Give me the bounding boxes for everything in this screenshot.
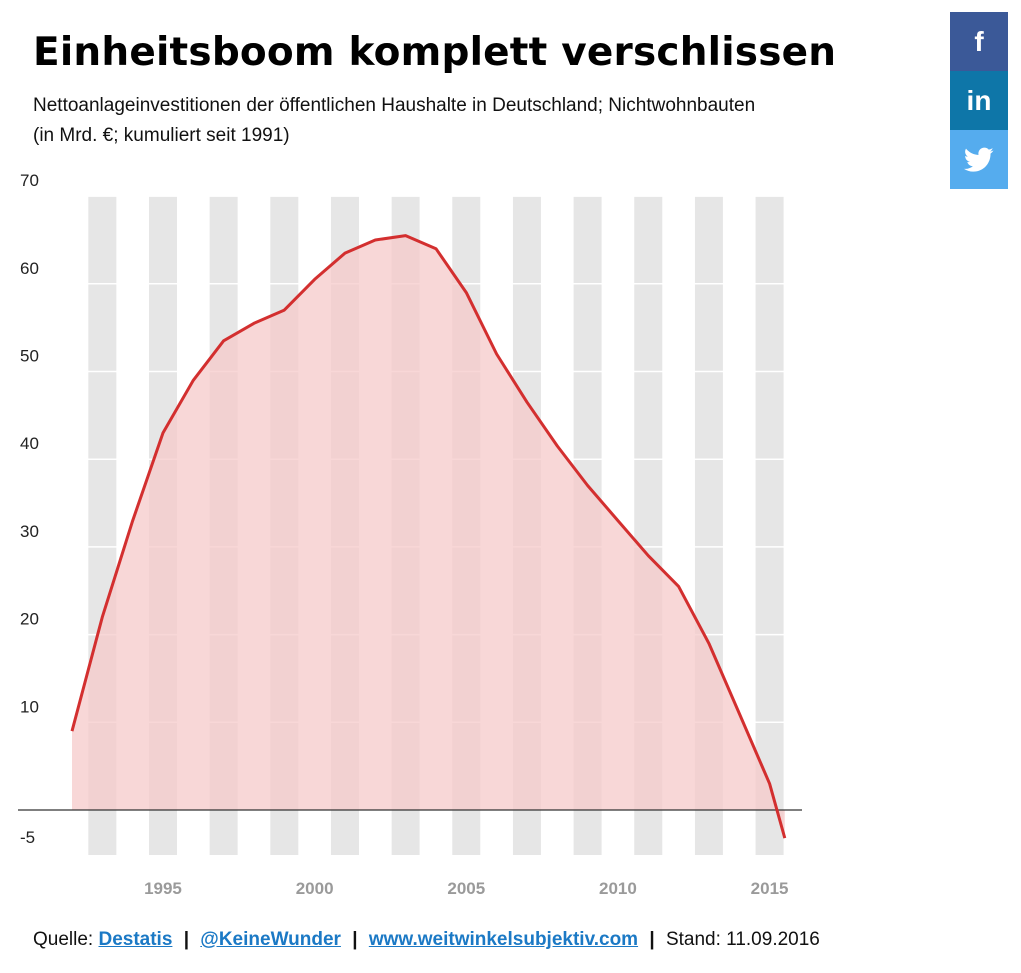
series-line [70,234,787,839]
linkedin-share-button[interactable]: in [950,71,1008,130]
footer-separator: | [649,929,655,950]
x-tick-label: 2015 [751,879,789,898]
x-tick-label: 2005 [447,879,485,898]
y-tick-label: 60 [20,259,39,278]
footer-separator: | [352,929,358,950]
footer-credits: Quelle: Destatis | @KeineWunder | www.we… [33,929,820,951]
x-tick-label: 2000 [296,879,334,898]
chart-subtitle: Nettoanlageinvestitionen der öffentliche… [33,91,755,151]
y-tick-label: 30 [20,522,39,541]
twitter-icon [964,147,994,172]
twitter-share-button[interactable] [950,130,1008,189]
x-tick-label: 1995 [144,879,182,898]
facebook-share-button[interactable]: f [950,12,1008,71]
stand-date: Stand: 11.09.2016 [665,929,820,950]
footer-separator: | [183,929,190,950]
y-tick-label: 70 [20,171,39,190]
x-tick-label: 2010 [599,879,637,898]
y-tick-label: 50 [20,347,39,366]
twitter-handle-link[interactable]: @KeineWunder [200,929,341,950]
linkedin-icon: in [966,84,992,116]
chart-title: Einheitsboom komplett verschlissen [33,30,837,75]
year-stripe [755,196,784,855]
subtitle-line-2: (in Mrd. €; kumuliert seit 1991) [33,125,290,146]
facebook-icon: f [974,25,984,57]
y-tick-label: 20 [20,610,39,629]
y-tick-label: -5 [20,828,35,847]
area-fill [72,235,785,839]
source-prefix: Quelle: [33,929,94,950]
social-share-bar: f in [950,12,1008,189]
subtitle-line-1: Nettoanlageinvestitionen der öffentliche… [33,95,756,116]
chart-area: -5 10 20 30 40 50 60 70 1995 2000 2005 2010 2015 [18,171,802,898]
website-link[interactable]: www.weitwinkelsubjektiv.com [368,929,639,950]
y-tick-label: 10 [20,697,39,716]
y-tick-label: 40 [20,434,39,453]
destatis-link[interactable]: Destatis [98,929,173,950]
